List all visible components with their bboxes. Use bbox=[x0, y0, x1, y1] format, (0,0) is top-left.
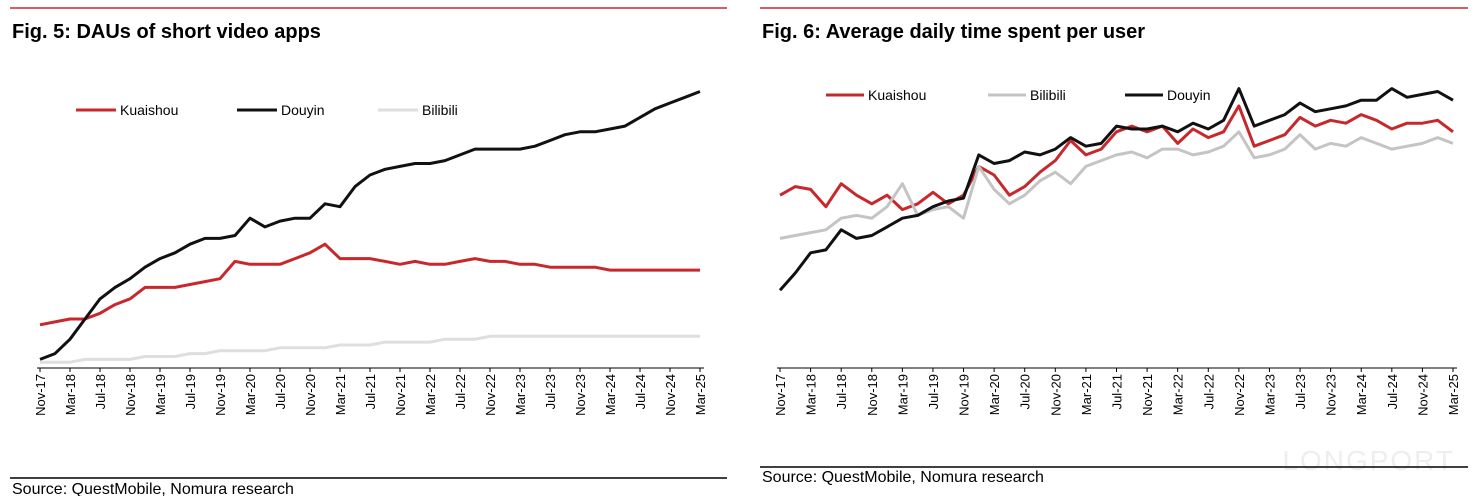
x-tick-label: Mar-19 bbox=[895, 374, 910, 415]
x-tick-label: Jul-21 bbox=[363, 374, 378, 409]
x-tick-label: Jul-21 bbox=[1110, 374, 1125, 409]
legend-label: Bilibili bbox=[1030, 87, 1066, 103]
line-series bbox=[779, 104, 1454, 212]
x-tick-label: Mar-22 bbox=[423, 374, 438, 415]
x-tick-label: Nov-21 bbox=[393, 374, 408, 416]
x-tick-label: Nov-24 bbox=[663, 374, 678, 416]
x-tick-label: Mar-23 bbox=[1262, 374, 1277, 415]
x-tick-label: Nov-18 bbox=[865, 374, 880, 416]
line-series bbox=[39, 242, 700, 327]
x-tick-label: Mar-21 bbox=[333, 374, 348, 415]
line-series bbox=[40, 334, 700, 364]
x-tick-label: Jul-22 bbox=[453, 374, 468, 409]
legend-label: Bilibili bbox=[422, 102, 458, 118]
x-tick-label: Nov-20 bbox=[1048, 374, 1063, 416]
x-tick-label: Mar-21 bbox=[1079, 374, 1094, 415]
x-tick-label: Jul-19 bbox=[183, 374, 198, 409]
x-tick-label: Jul-20 bbox=[273, 374, 288, 409]
watermark: LONGPORT bbox=[1282, 445, 1455, 476]
x-tick-label: Nov-24 bbox=[1415, 374, 1430, 416]
x-tick-label: Nov-19 bbox=[957, 374, 972, 416]
x-tick-label: Mar-24 bbox=[603, 374, 618, 415]
x-tick-label: Nov-22 bbox=[483, 374, 498, 416]
x-tick-label: Nov-23 bbox=[573, 374, 588, 416]
x-tick-label: Nov-21 bbox=[1140, 374, 1155, 416]
legend-label: Kuaishou bbox=[868, 87, 926, 103]
line-series bbox=[39, 90, 701, 361]
line-series bbox=[779, 130, 1454, 240]
x-tick-label: Nov-17 bbox=[773, 374, 788, 416]
x-tick-label: Mar-18 bbox=[63, 374, 78, 415]
x-tick-label: Jul-20 bbox=[1018, 374, 1033, 409]
legend-label: Douyin bbox=[1167, 87, 1211, 103]
x-tick-label: Jul-18 bbox=[834, 374, 849, 409]
legend-label: Douyin bbox=[281, 102, 325, 118]
x-tick-label: Mar-18 bbox=[804, 374, 819, 415]
source: Source: QuestMobile, Nomura research bbox=[12, 481, 294, 496]
chart-title: Fig. 6: Average daily time spent per use… bbox=[762, 21, 1145, 43]
x-tick-label: Nov-22 bbox=[1232, 374, 1247, 416]
x-tick-label: Jul-23 bbox=[543, 374, 558, 409]
x-tick-label: Nov-20 bbox=[303, 374, 318, 416]
x-tick-label: Nov-17 bbox=[33, 374, 48, 416]
x-tick-label: Jul-18 bbox=[93, 374, 108, 409]
x-tick-label: Mar-20 bbox=[987, 374, 1002, 415]
x-tick-label: Mar-22 bbox=[1171, 374, 1186, 415]
x-tick-label: Mar-24 bbox=[1354, 374, 1369, 415]
x-tick-label: Nov-18 bbox=[123, 374, 138, 416]
x-tick-label: Mar-23 bbox=[513, 374, 528, 415]
chart-title: Fig. 5: DAUs of short video apps bbox=[12, 21, 321, 43]
source: Source: QuestMobile, Nomura research bbox=[762, 469, 1044, 486]
x-tick-label: Mar-25 bbox=[693, 374, 708, 415]
x-tick-label: Jul-24 bbox=[633, 374, 648, 409]
x-tick-label: Mar-20 bbox=[243, 374, 258, 415]
x-tick-label: Jul-24 bbox=[1385, 374, 1400, 409]
x-tick-label: Nov-23 bbox=[1324, 374, 1339, 416]
x-tick-label: Jul-23 bbox=[1293, 374, 1308, 409]
x-tick-label: Jul-22 bbox=[1201, 374, 1216, 409]
x-tick-label: Nov-19 bbox=[213, 374, 228, 416]
line-series bbox=[778, 87, 1454, 292]
x-tick-label: Mar-25 bbox=[1446, 374, 1461, 415]
x-tick-label: Jul-19 bbox=[926, 374, 941, 409]
legend-label: Kuaishou bbox=[120, 102, 178, 118]
x-tick-label: Mar-19 bbox=[153, 374, 168, 415]
